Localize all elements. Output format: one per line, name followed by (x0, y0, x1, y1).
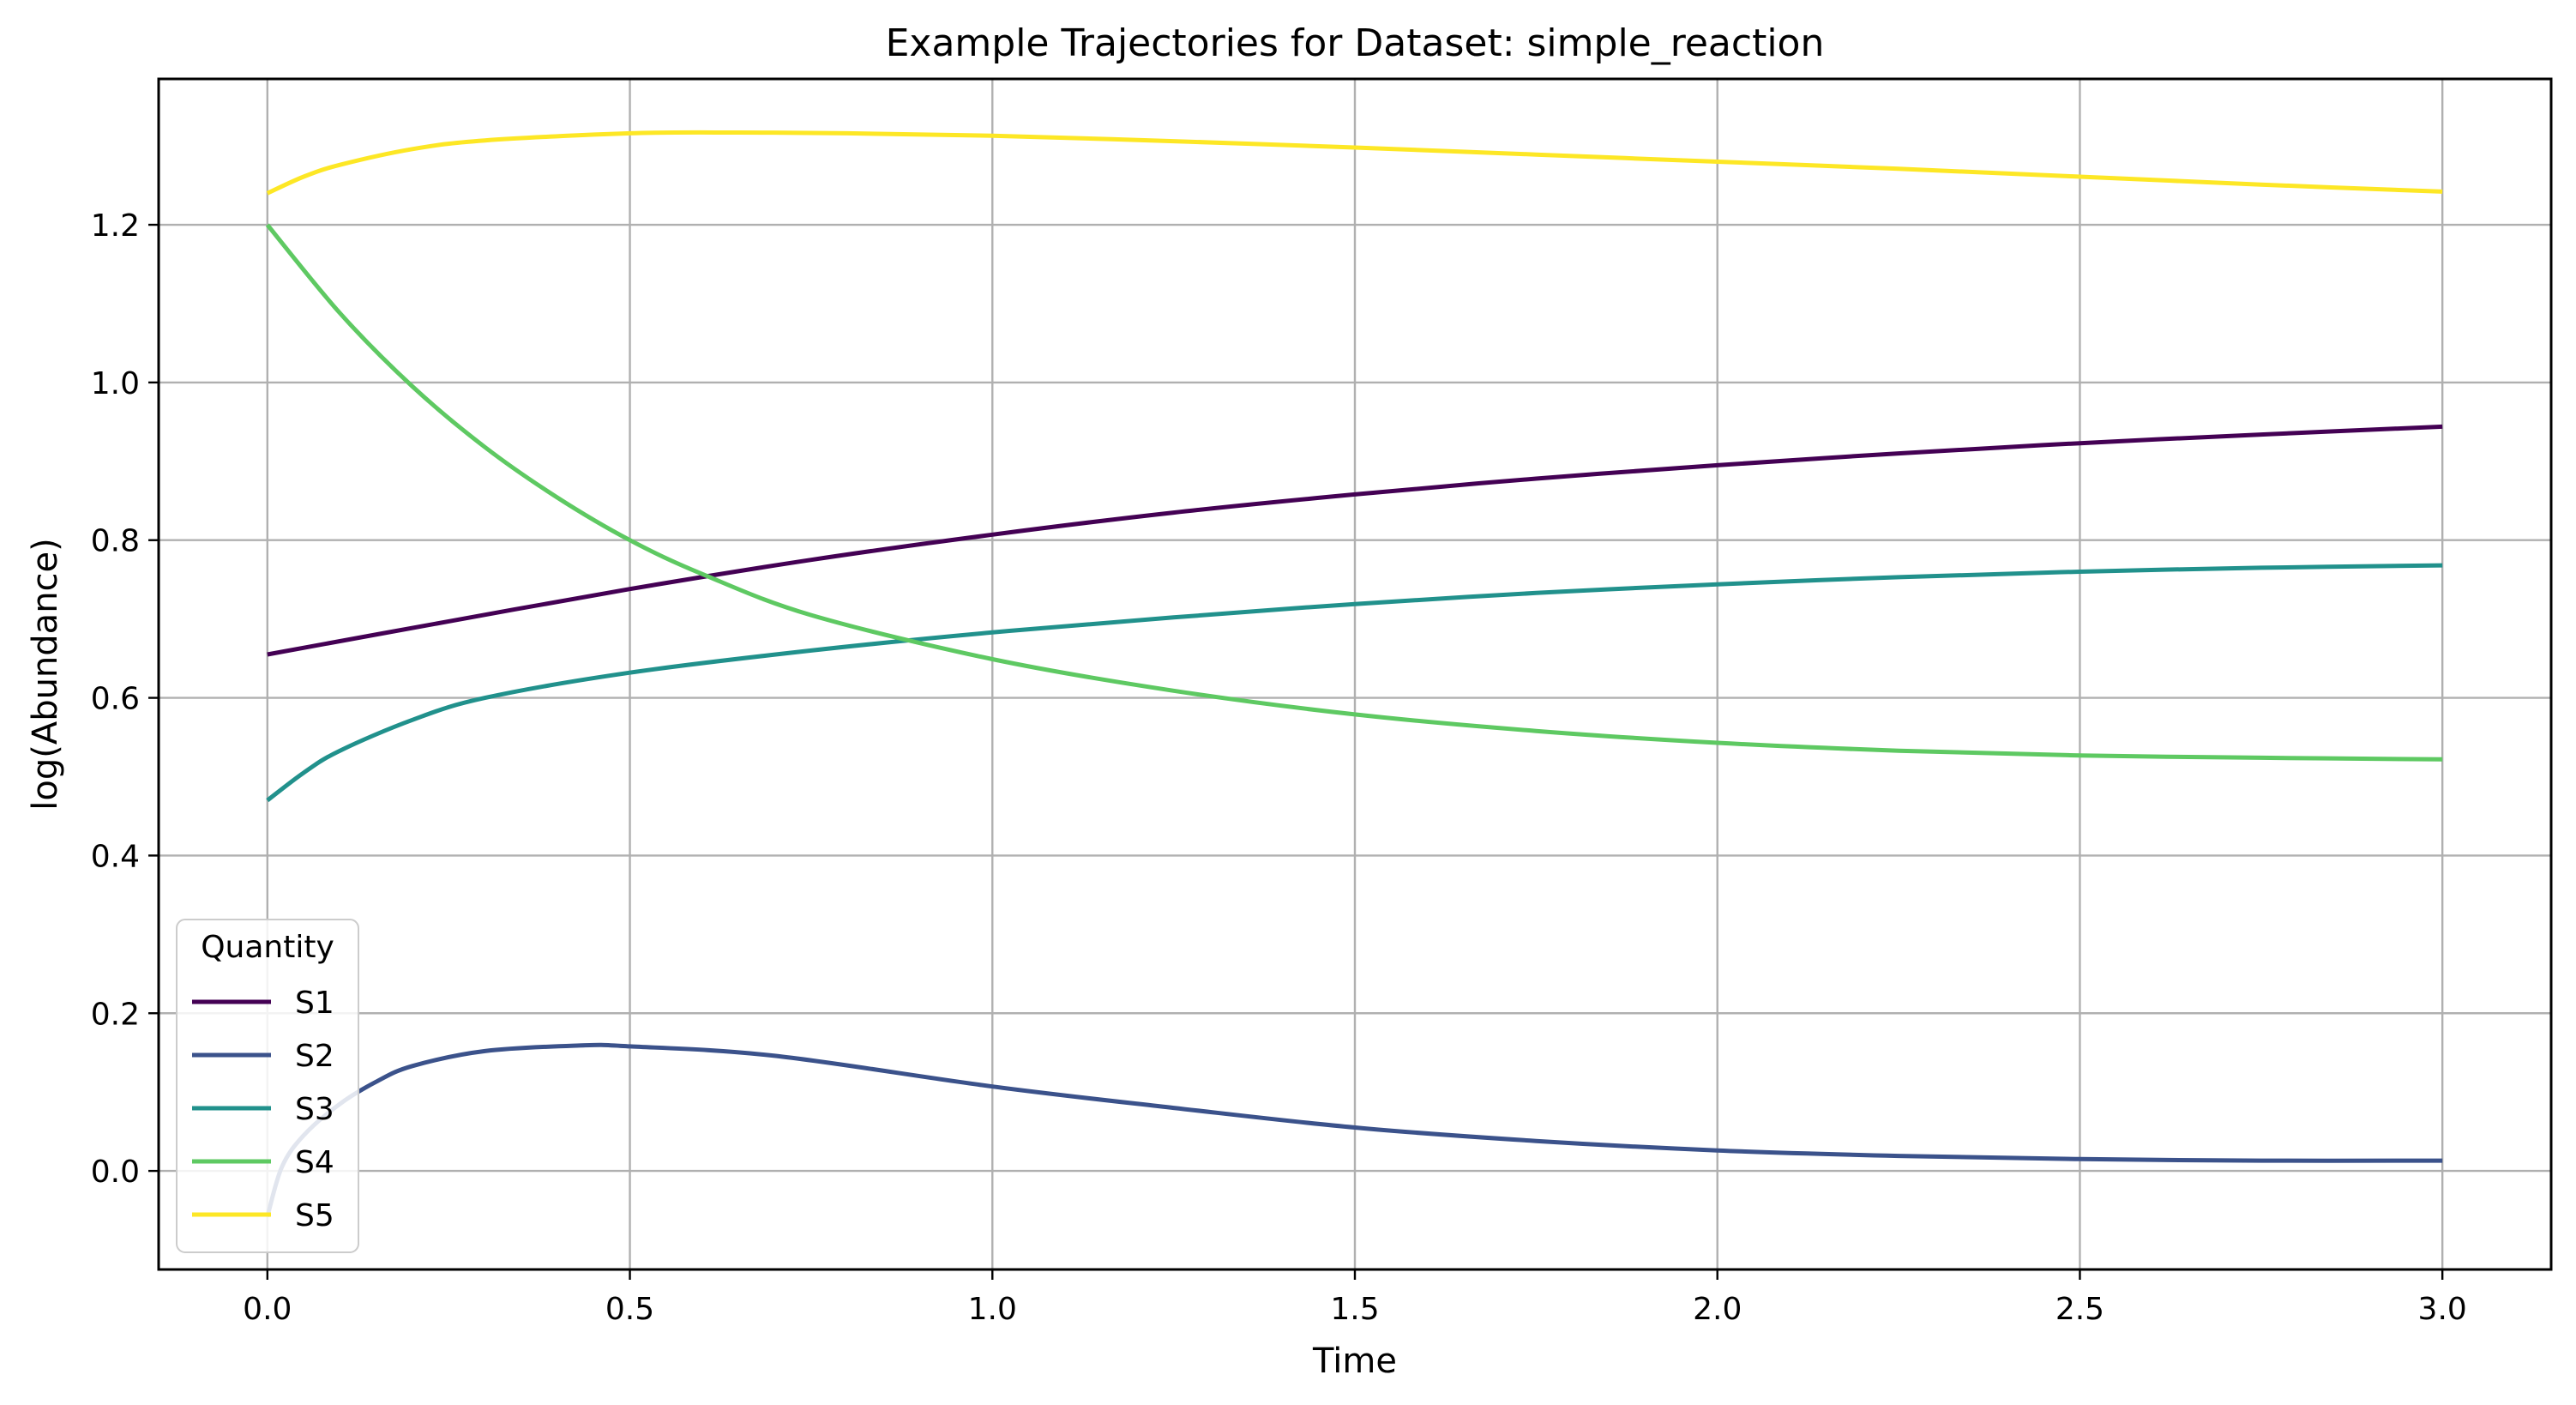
series-line-s4 (265, 223, 2443, 762)
series-line-s2 (265, 1042, 2443, 1218)
x-tick-label: 1.5 (1330, 1292, 1379, 1327)
y-tick-label: 0.6 (91, 682, 140, 717)
y-tick-label: 1.0 (91, 366, 140, 401)
legend-label-s3: S3 (295, 1092, 334, 1127)
y-tick-label: 1.2 (91, 208, 140, 244)
legend-label-s2: S2 (295, 1039, 334, 1074)
x-tick-label: 3.0 (2418, 1292, 2467, 1327)
x-tick-label: 1.0 (968, 1292, 1017, 1327)
series-line-s3 (266, 563, 2443, 803)
x-tick-label: 2.0 (1693, 1292, 1742, 1327)
x-axis-label: Time (1312, 1342, 1397, 1381)
series-lines (265, 130, 2443, 1218)
legend-items: S1 S2 S3 S4 S5 (192, 986, 334, 1233)
y-tick-label: 0.0 (91, 1155, 140, 1190)
y-tick-label: 0.8 (91, 524, 140, 559)
series-line-s1 (267, 424, 2443, 657)
grid (159, 79, 2551, 1269)
x-axis-ticks: 0.0 0.5 1.0 1.5 2.0 2.5 3.0 (243, 1269, 2467, 1327)
y-tick-label: 0.4 (91, 839, 140, 874)
legend-title: Quantity (201, 930, 334, 965)
legend-label-s5: S5 (295, 1198, 334, 1233)
x-tick-label: 0.0 (243, 1292, 292, 1327)
y-axis-ticks: 0.0 0.2 0.4 0.6 0.8 1.0 1.2 (91, 208, 159, 1190)
legend-label-s1: S1 (295, 986, 334, 1021)
series-line-s5 (266, 130, 2443, 196)
x-tick-label: 0.5 (605, 1292, 654, 1327)
legend-label-s4: S4 (295, 1145, 334, 1180)
y-tick-label: 0.2 (91, 997, 140, 1032)
chart-title: Example Trajectories for Dataset: simple… (886, 21, 1825, 65)
legend: Quantity S1 S2 S3 S4 S5 (176, 919, 359, 1253)
y-axis-label: log(Abundance) (26, 538, 65, 811)
x-tick-label: 2.5 (2055, 1292, 2104, 1327)
